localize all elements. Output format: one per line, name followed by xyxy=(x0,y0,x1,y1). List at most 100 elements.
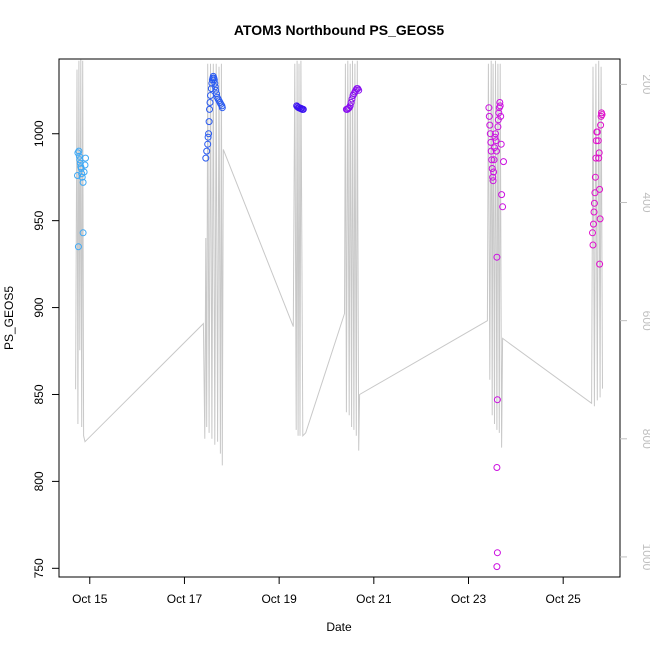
data-point-series-2 xyxy=(205,118,213,126)
data-point-series-5 xyxy=(493,464,501,471)
x-tick-label: Oct 25 xyxy=(546,592,582,606)
data-point-series-5 xyxy=(496,102,504,110)
data-point-series-6 xyxy=(591,173,599,181)
y-tick-label: 750 xyxy=(32,558,46,578)
y2-tick-label: 200 xyxy=(640,74,650,94)
data-point-series-2 xyxy=(211,79,219,87)
data-point-series-5 xyxy=(485,104,493,112)
y-tick-label: 950 xyxy=(32,210,46,230)
data-point-series-1 xyxy=(74,243,82,251)
data-point-series-2 xyxy=(218,104,226,112)
data-point-series-5 xyxy=(494,123,502,131)
data-point-series-6 xyxy=(596,185,604,193)
data-point-series-5 xyxy=(491,144,498,152)
data-points-layer xyxy=(74,72,606,571)
x-tick-label: Oct 21 xyxy=(356,592,392,606)
altitude-trace-line xyxy=(75,59,603,466)
y-axis-label: PS_GEOS5 xyxy=(2,286,16,350)
data-point-series-4 xyxy=(355,86,363,94)
data-point-series-6 xyxy=(592,154,600,162)
data-point-series-5 xyxy=(498,191,506,199)
data-point-series-6 xyxy=(590,220,597,228)
data-point-series-2 xyxy=(210,76,218,84)
data-point-series-1 xyxy=(76,159,84,167)
data-point-series-5 xyxy=(485,112,493,120)
data-point-series-5 xyxy=(486,121,494,129)
data-point-series-1 xyxy=(75,152,83,160)
data-point-series-5 xyxy=(490,156,498,164)
y-tick-label: 850 xyxy=(32,384,46,404)
data-point-series-6 xyxy=(592,137,600,145)
data-point-series-5 xyxy=(486,130,494,138)
plot-frame xyxy=(58,58,621,578)
x-axis: Oct 15 Oct 17 Oct 19 Oct 21 Oct 23 Oct 25 xyxy=(72,577,581,606)
data-point-series-2 xyxy=(203,147,211,155)
y-axis-left: 750 800 850 900 950 1000 xyxy=(32,120,59,578)
data-point-series-6 xyxy=(595,149,603,157)
y-axis-right: 200 400 600 800 1000 xyxy=(620,74,650,571)
data-point-series-4 xyxy=(346,102,354,110)
data-point-series-6 xyxy=(593,128,601,136)
data-point-series-6 xyxy=(597,121,605,129)
y-tick-label: 900 xyxy=(32,297,46,317)
data-point-series-5 xyxy=(492,130,499,138)
data-point-series-1 xyxy=(80,168,88,176)
data-point-series-6 xyxy=(598,111,606,119)
data-point-series-1 xyxy=(79,178,87,186)
data-point-series-1 xyxy=(75,147,83,155)
data-point-series-4 xyxy=(354,85,362,93)
data-point-series-6 xyxy=(596,215,604,223)
data-point-series-2 xyxy=(205,130,213,138)
data-point-series-5 xyxy=(497,140,505,148)
data-point-series-4 xyxy=(352,86,360,94)
x-tick-label: Oct 23 xyxy=(451,592,487,606)
data-point-series-5 xyxy=(493,563,501,571)
chart-title: ATOM3 Northbound PS_GEOS5 xyxy=(234,22,444,38)
data-point-series-2 xyxy=(202,154,210,162)
data-point-series-5 xyxy=(488,165,496,172)
x-tick-label: Oct 17 xyxy=(167,592,203,606)
x-axis-label: Date xyxy=(326,620,352,634)
data-point-series-2 xyxy=(212,86,220,94)
data-point-series-6 xyxy=(589,241,597,249)
data-point-series-6 xyxy=(591,189,599,197)
data-point-series-5 xyxy=(499,203,507,211)
data-point-series-6 xyxy=(594,137,602,145)
y2-tick-label: 1000 xyxy=(640,544,650,571)
data-point-series-5 xyxy=(490,168,498,176)
data-point-series-6 xyxy=(590,208,598,216)
data-point-series-2 xyxy=(204,133,212,141)
x-tick-label: Oct 15 xyxy=(72,592,108,606)
y2-tick-label: 800 xyxy=(640,429,650,449)
y-tick-label: 1000 xyxy=(32,120,46,147)
y2-tick-label: 600 xyxy=(640,311,650,331)
data-point-series-5 xyxy=(491,133,499,141)
data-point-series-5 xyxy=(493,253,501,261)
data-point-series-1 xyxy=(74,172,81,179)
data-point-series-4 xyxy=(347,99,355,106)
data-point-series-6 xyxy=(589,229,596,237)
data-point-series-2 xyxy=(217,100,225,108)
y-tick-label: 800 xyxy=(32,471,46,491)
data-point-series-6 xyxy=(590,199,598,207)
data-point-series-2 xyxy=(207,85,215,93)
data-point-series-5 xyxy=(492,137,500,145)
data-point-series-5 xyxy=(492,147,500,155)
altitude-trace-layer xyxy=(75,59,603,466)
y2-tick-label: 400 xyxy=(640,193,650,213)
data-point-series-5 xyxy=(489,177,497,185)
data-point-series-5 xyxy=(497,112,505,120)
data-point-series-2 xyxy=(204,140,212,148)
data-point-series-2 xyxy=(206,99,214,106)
data-point-series-2 xyxy=(206,105,213,113)
data-point-series-5 xyxy=(493,396,501,404)
data-point-series-3 xyxy=(299,105,307,113)
data-point-series-2 xyxy=(207,92,214,99)
data-point-series-1 xyxy=(81,161,89,169)
data-point-series-5 xyxy=(488,156,496,164)
data-point-series-5 xyxy=(495,109,503,117)
data-point-series-5 xyxy=(496,99,504,106)
x-tick-label: Oct 19 xyxy=(261,592,297,606)
data-point-series-5 xyxy=(493,549,501,557)
data-point-series-6 xyxy=(596,260,604,268)
